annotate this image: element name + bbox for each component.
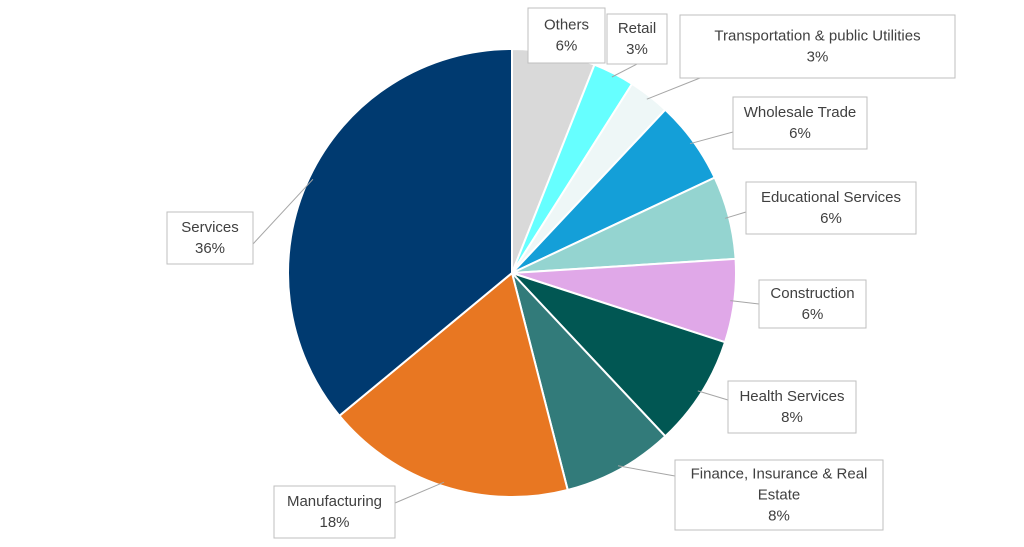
data-label-category: Finance, Insurance & Real xyxy=(691,466,868,483)
leader-lines xyxy=(252,56,760,504)
leader-line xyxy=(617,465,676,477)
data-label-box xyxy=(674,459,884,531)
data-label-value: 8% xyxy=(768,508,790,525)
data-label-value: 6% xyxy=(789,125,811,142)
data-label-value: 3% xyxy=(626,41,648,58)
pie-slice-services xyxy=(287,47,513,418)
data-label: Others 6% xyxy=(527,7,606,64)
data-label-category: Estate xyxy=(758,487,801,504)
data-label-box xyxy=(166,211,254,265)
data-label-value: 6% xyxy=(556,38,578,55)
data-label-category: Services xyxy=(181,219,239,236)
data-label: Finance, Insurance & Real Estate 8% xyxy=(674,459,884,531)
data-label-value: 6% xyxy=(802,306,824,323)
data-label: Manufacturing 18% xyxy=(273,485,396,539)
data-label-value: 36% xyxy=(195,240,225,257)
data-label-box xyxy=(745,181,917,235)
data-label-category: Others xyxy=(544,17,589,34)
data-label: Educational Services 6% xyxy=(745,181,917,235)
leader-line xyxy=(394,481,445,504)
data-label-box xyxy=(273,485,396,539)
data-label-value: 6% xyxy=(820,210,842,227)
data-label-category: Educational Services xyxy=(761,189,901,206)
data-label-box xyxy=(679,14,956,79)
pie-slice-finance-insurance-real-estate xyxy=(511,272,667,492)
data-label: Retail 3% xyxy=(606,13,668,65)
data-label-category: Manufacturing xyxy=(287,493,382,510)
data-label-box xyxy=(727,380,857,434)
data-label-value: 3% xyxy=(807,49,829,66)
leader-line xyxy=(689,131,734,145)
data-label-value: 18% xyxy=(319,514,349,531)
pie-slice-health-services xyxy=(511,272,727,438)
pie-slice-manufacturing xyxy=(338,271,569,498)
pie-slices xyxy=(287,47,737,498)
data-label-category: Construction xyxy=(770,285,854,302)
data-label: Wholesale Trade 6% xyxy=(732,96,868,150)
data-label-category: Wholesale Trade xyxy=(744,104,857,121)
leader-line xyxy=(697,390,729,401)
leader-line xyxy=(646,77,701,100)
data-label-category: Transportation & public Utilities xyxy=(714,28,920,45)
data-label: Construction 6% xyxy=(758,279,867,329)
data-label-box xyxy=(527,7,606,64)
data-label: Services 36% xyxy=(166,211,254,265)
data-label-category: Retail xyxy=(618,20,656,37)
data-label: Health Services 8% xyxy=(727,380,857,434)
data-label-value: 8% xyxy=(781,409,803,426)
leader-line xyxy=(611,63,638,78)
data-label-box xyxy=(606,13,668,65)
data-label-box xyxy=(758,279,867,329)
data-label-box xyxy=(732,96,868,150)
leader-line xyxy=(724,211,747,219)
leader-line xyxy=(252,178,314,245)
data-label: Transportation & public Utilities 3% xyxy=(679,14,956,79)
leader-line xyxy=(730,300,760,305)
data-label-category: Health Services xyxy=(739,388,844,405)
